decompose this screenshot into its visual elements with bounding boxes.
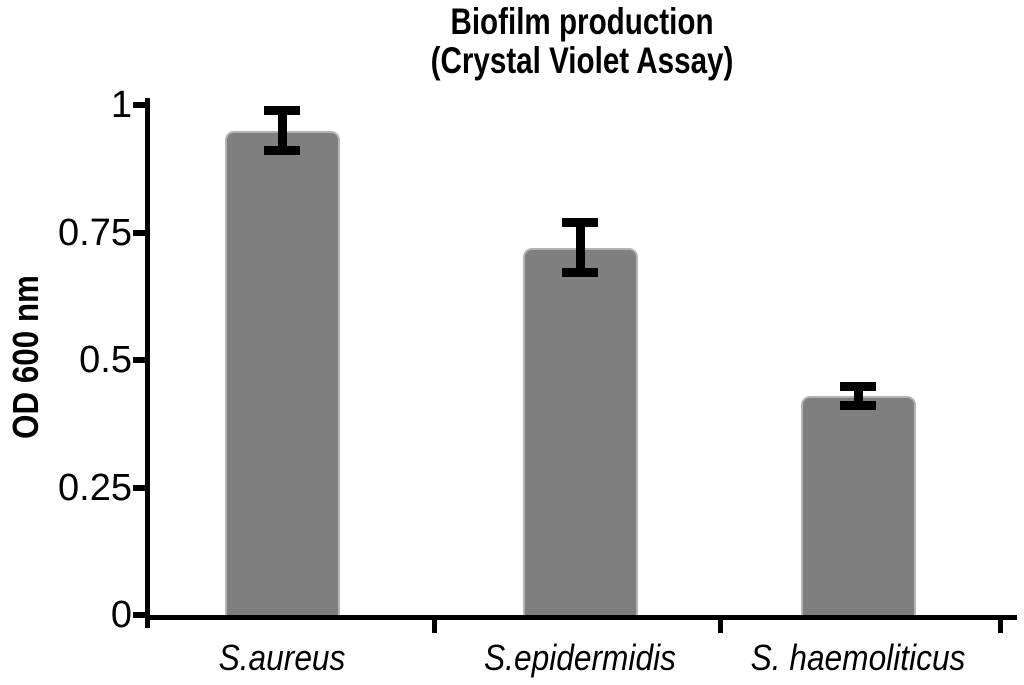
bar-s-epidermidis: [522, 247, 638, 618]
y-axis-line: [145, 98, 150, 628]
error-bar-line-s-aureus: [277, 110, 287, 151]
y-axis-tick-label: 1: [110, 84, 132, 126]
y-axis-tick-label: 0.75: [58, 211, 132, 254]
x-axis-label-s-epidermidis: S.epidermidis: [484, 637, 676, 678]
x-axis-line: [145, 615, 1017, 620]
chart-title-line2: (Crystal Violet Assay): [430, 40, 734, 81]
y-axis-tick: [133, 229, 147, 236]
x-axis-label-s-aureus: S.aureus: [218, 637, 346, 678]
y-axis-tick-label: 0.25: [58, 466, 132, 509]
x-axis-tick: [431, 620, 437, 633]
error-bar-top-cap-s-haemoliticus: [840, 381, 876, 391]
x-axis-tick: [717, 620, 723, 633]
y-axis-tick: [133, 484, 147, 491]
chart-title-line1: Biofilm production: [450, 1, 714, 42]
error-bar-bottom-cap-s-epidermidis: [562, 268, 598, 278]
error-bar-line-s-haemoliticus: [853, 385, 863, 406]
error-bar-top-cap-s-epidermidis: [562, 218, 598, 228]
error-bar-top-cap-s-aureus: [264, 106, 300, 116]
error-bar-bottom-cap-s-haemoliticus: [840, 400, 876, 410]
bar-s-aureus: [224, 130, 340, 618]
x-axis-tick: [997, 620, 1003, 633]
chart-title: Biofilm production (Crystal Violet Assay…: [234, 2, 930, 80]
y-axis-tick: [133, 357, 147, 363]
error-bar-line-s-epidermidis: [575, 222, 585, 274]
y-axis-tick-label: 0.5: [79, 339, 132, 381]
y-axis-tick-label: 0: [110, 594, 132, 636]
error-bar-bottom-cap-s-aureus: [264, 145, 300, 155]
y-axis-tick: [133, 102, 147, 108]
bar-s-haemoliticus: [800, 395, 916, 618]
x-axis-label-s-haemoliticus: S. haemoliticus: [750, 637, 966, 678]
y-axis-tick: [133, 612, 147, 618]
